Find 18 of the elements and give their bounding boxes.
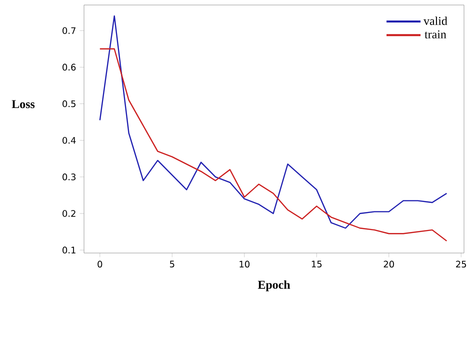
- y-tick-label: 0.3: [62, 174, 76, 180]
- y-axis-title: Loss: [12, 100, 35, 108]
- y-tick-label: 0.2: [62, 210, 76, 217]
- x-tick-label: 0: [98, 260, 102, 268]
- y-tick-label: 0.5: [62, 100, 76, 108]
- y-tick-label: 0.6: [62, 64, 76, 71]
- x-tick-label: 10: [240, 260, 250, 268]
- x-tick-label: 15: [312, 260, 322, 268]
- x-tick-label: 5: [170, 260, 174, 268]
- legend-label: valid: [424, 16, 448, 26]
- y-tick-label: 0.7: [62, 27, 76, 34]
- x-tick-label: 20: [384, 260, 394, 268]
- legend-label: train: [424, 30, 446, 38]
- y-tick-label: 0.1: [62, 246, 76, 254]
- x-tick-label: 25: [456, 260, 466, 268]
- line-series: [99, 15, 448, 229]
- y-tick-label: 0.4: [62, 136, 76, 144]
- x-axis-title: Epoch: [258, 280, 290, 292]
